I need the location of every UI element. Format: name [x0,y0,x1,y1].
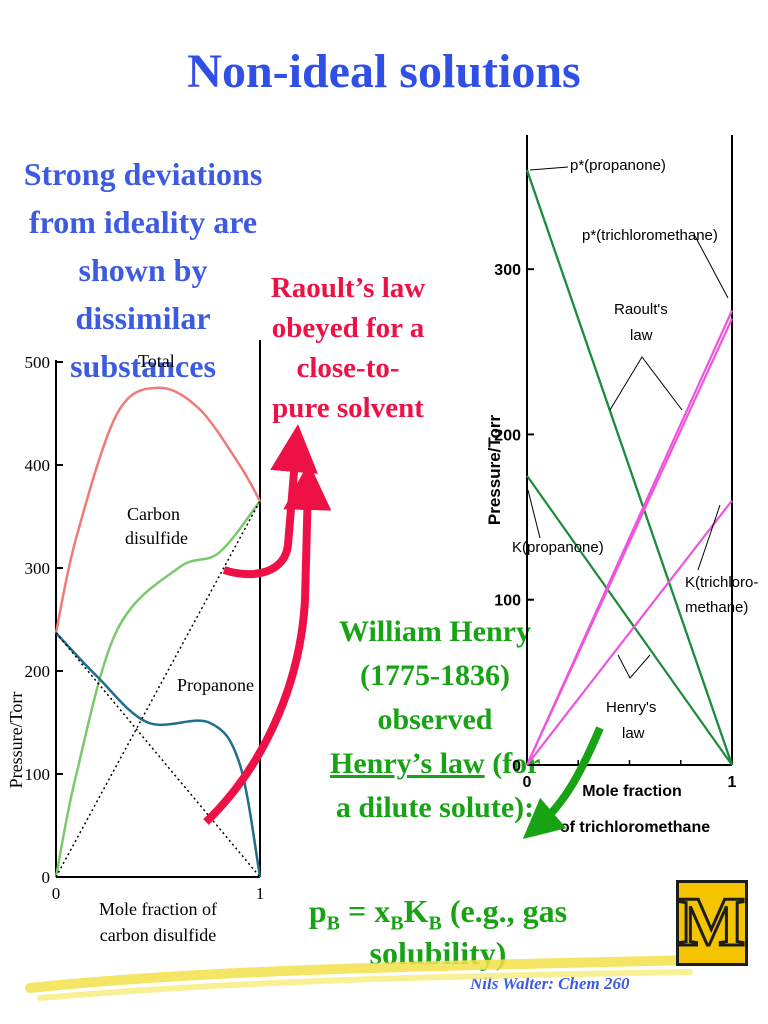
x-axis-label-line2: of trichloromethane [560,819,710,836]
label-total: Total [138,351,175,371]
intro-text: Strong deviations from ideality are show… [23,156,263,384]
label-p-propanone: p*(propanone) [570,157,666,174]
raoult-note: Raoult’s law obeyed for a close-to-pure … [270,272,426,424]
x-tick-label: 1 [728,774,737,791]
k-propanone-line [526,475,733,766]
henry-formula: pB = xBKB (e.g., gas solubility) [308,893,568,972]
leader-p-tcm [694,235,729,299]
y-tick-label: 300 [494,262,521,279]
x-axis-label-line1: Mole fraction of [99,899,217,919]
reference-line [525,169,734,766]
x-tick-label: 0 [523,774,532,791]
footer-credit: Nils Walter: Chem 260 [470,974,630,993]
label-p-tcm: p*(trichloromethane) [582,227,718,244]
slide-title: Non-ideal solutions [187,45,581,98]
label-propanone: Propanone [177,675,254,695]
label-disulfide: disulfide [125,528,188,548]
leader-k-prop [527,489,541,539]
x-tick-label: 0 [52,884,61,903]
leader-p-propanone [529,166,569,171]
label-raoult-2: law [630,327,653,344]
raoult-bracket [609,356,683,411]
y-tick-label: 300 [25,559,51,578]
x-axis-label-line1: Mole fraction [582,783,682,800]
y-tick-label: 200 [494,427,521,444]
trichloromethane-chart: 0 100 200 300 0 1 Pressure/Torr p*(propanone)… [485,135,758,836]
y-tick-label: 100 [25,765,51,784]
henry-dilute: a dilute solute): [335,791,535,824]
label-k-propanone: K(propanone) [512,539,604,556]
decorative-underline [25,955,705,1001]
henry-bracket [617,654,651,679]
henry-observed: observed [377,703,493,736]
x-tick-label: 1 [256,884,265,903]
label-k-tcm-2: methane) [685,599,748,616]
y-axis-label: Pressure/Torr [485,414,504,525]
henry-law: Henry’s law [330,747,485,780]
label-henry-1: Henry's [606,699,656,716]
y-tick-label: 0 [512,758,521,775]
y-tick-label: 500 [25,353,51,372]
label-henry-2: law [622,725,645,742]
k-trichloromethane-line [526,499,733,766]
y-tick-label: 0 [42,868,51,887]
y-axis-label: Pressure/Torr [6,692,26,789]
henry-note: William Henry (1775-1836) observed Henry… [330,610,541,830]
x-axis-label-line2: carbon disulfide [100,925,216,945]
label-raoult-1: Raoult's [614,301,668,318]
henry-name: William Henry [339,615,531,648]
reference-line [526,318,733,766]
y-tick-label: 200 [25,662,51,681]
label-carbon: Carbon [127,504,180,524]
reference-line [55,632,261,878]
carbon-disulfide-chart: 0 100 200 300 400 500 0 1 Pressure/Torr Total C… [6,340,265,945]
label-k-tcm-1: K(trichloro- [685,574,758,591]
leader-k-tcm [697,504,721,571]
y-tick-label: 400 [25,456,51,475]
michigan-logo: M [676,880,748,966]
henry-years: (1775-1836) [360,659,510,692]
y-tick-label: 100 [494,593,521,610]
